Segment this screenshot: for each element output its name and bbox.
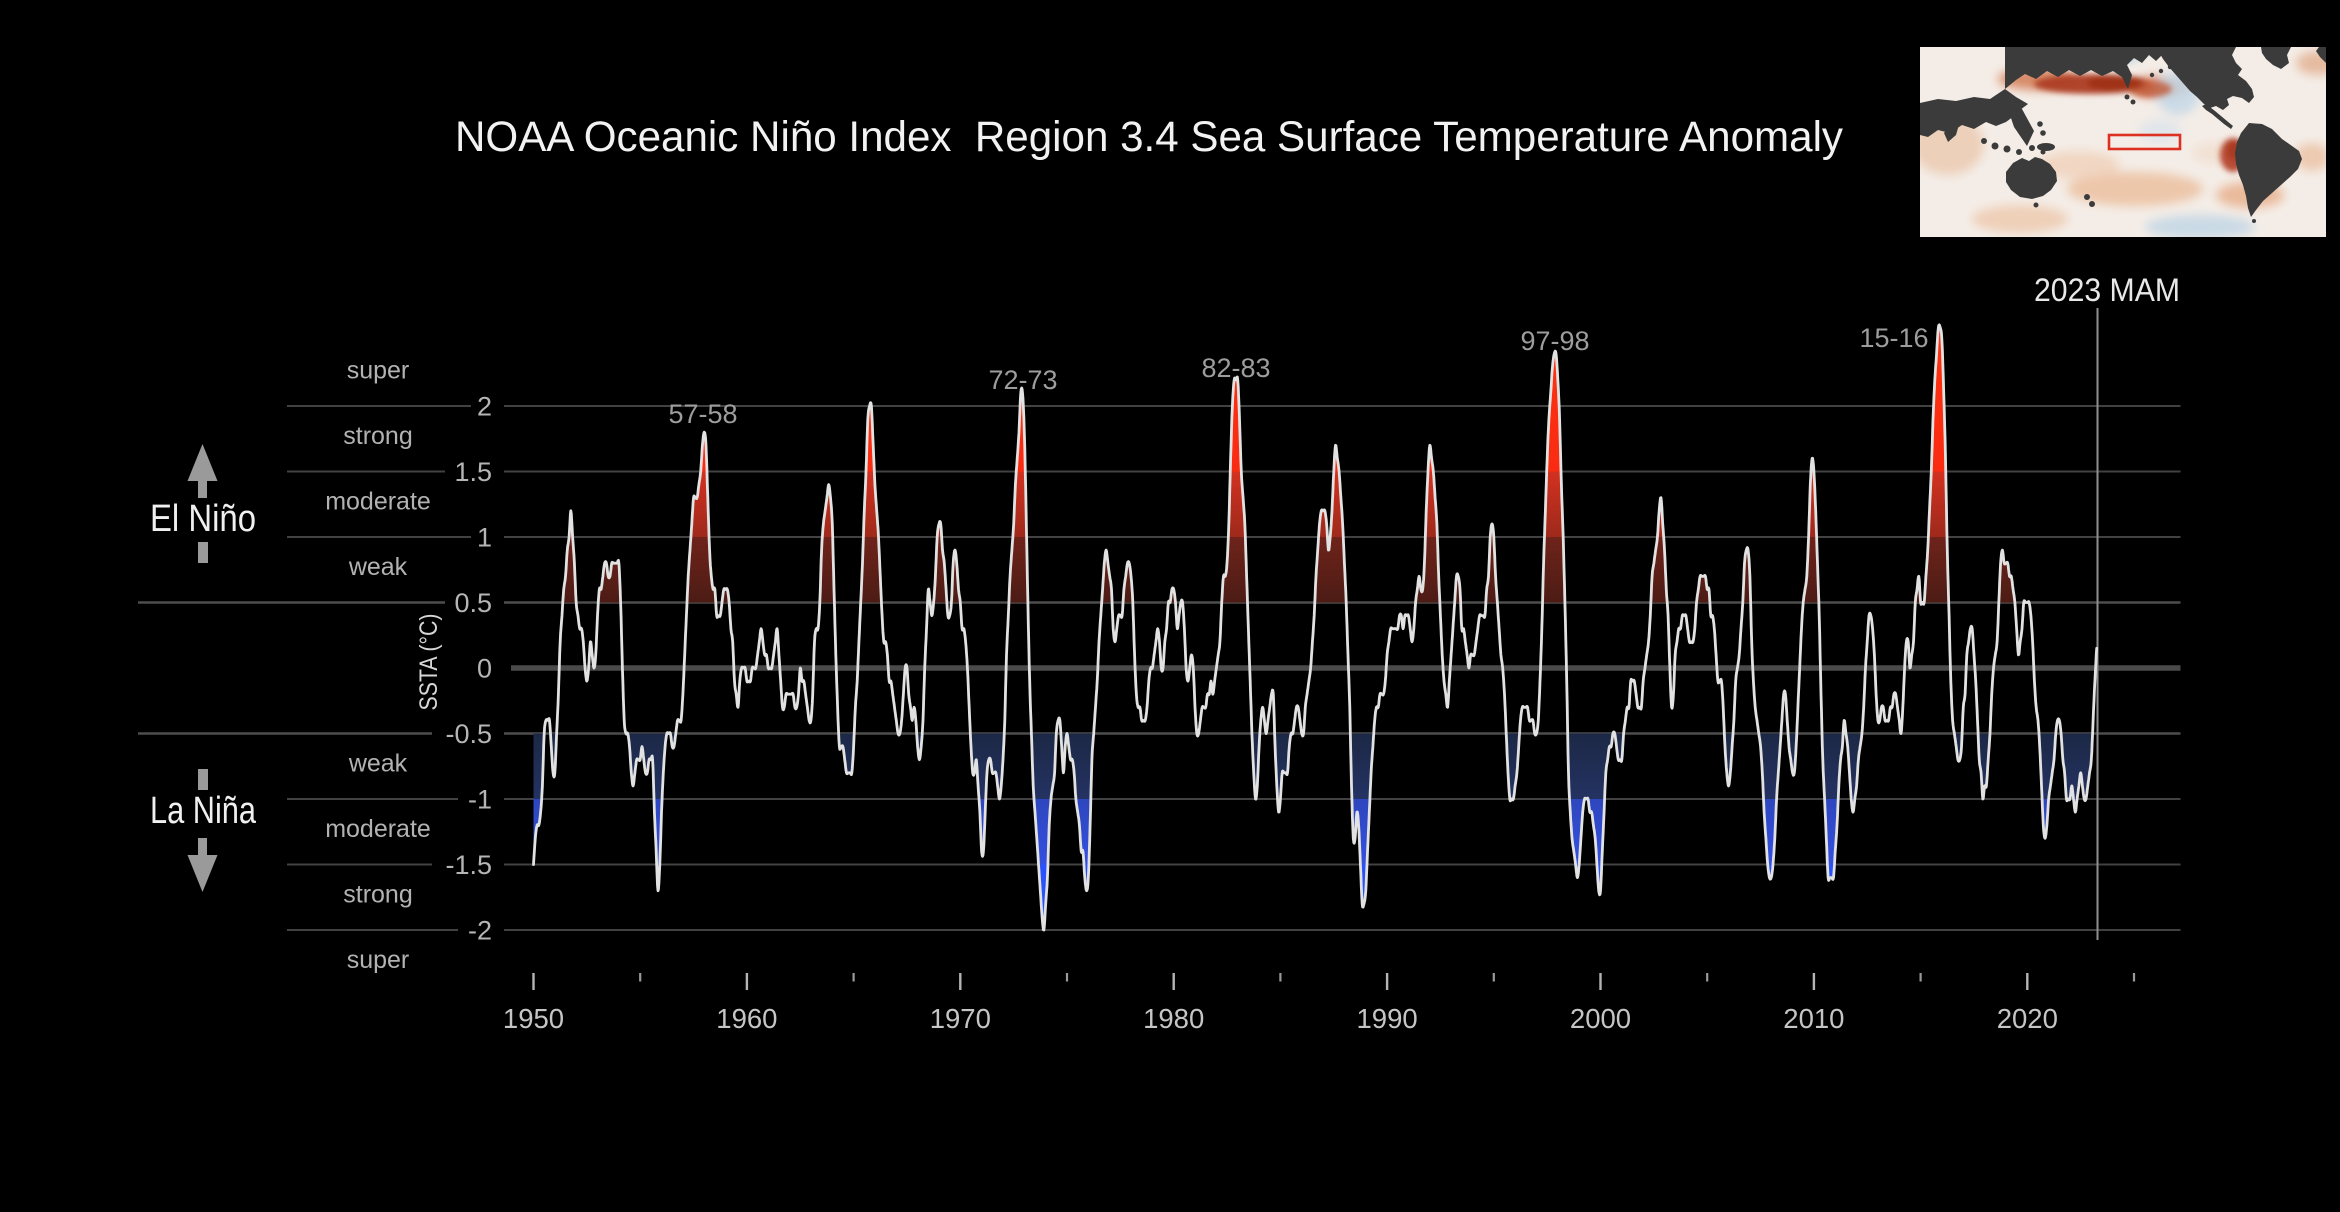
svg-text:82-83: 82-83 [1201, 353, 1270, 383]
svg-text:weak: weak [348, 553, 408, 581]
svg-text:2: 2 [477, 392, 492, 422]
svg-text:15-16: 15-16 [1859, 323, 1928, 353]
svg-text:1.5: 1.5 [454, 457, 492, 487]
svg-text:-2: -2 [468, 916, 492, 946]
svg-text:0.5: 0.5 [454, 588, 492, 618]
svg-text:strong: strong [343, 422, 412, 450]
svg-text:1970: 1970 [930, 1003, 991, 1034]
svg-text:super: super [347, 946, 410, 974]
svg-text:super: super [347, 357, 410, 385]
svg-text:1950: 1950 [503, 1003, 564, 1034]
svg-text:SSTA (°C): SSTA (°C) [415, 614, 443, 711]
svg-text:1980: 1980 [1143, 1003, 1204, 1034]
svg-text:-0.5: -0.5 [445, 719, 492, 749]
svg-text:moderate: moderate [325, 815, 431, 843]
svg-text:2020: 2020 [1997, 1003, 2058, 1034]
svg-text:weak: weak [348, 750, 408, 778]
svg-text:-1.5: -1.5 [445, 850, 492, 880]
svg-text:moderate: moderate [325, 488, 431, 516]
svg-text:-1: -1 [468, 785, 492, 815]
svg-text:1: 1 [477, 523, 492, 553]
svg-text:72-73: 72-73 [988, 365, 1057, 395]
svg-text:0: 0 [477, 654, 492, 684]
svg-text:strong: strong [343, 881, 412, 909]
svg-text:El Niño: El Niño [150, 498, 256, 540]
svg-text:NOAA Oceanic Niño Index Regio: NOAA Oceanic Niño Index Region 3.4 Sea S… [455, 113, 1843, 161]
svg-text:La Niña: La Niña [150, 790, 257, 832]
svg-text:2023 MAM: 2023 MAM [2034, 272, 2180, 308]
svg-text:57-58: 57-58 [668, 399, 737, 429]
svg-text:2000: 2000 [1570, 1003, 1631, 1034]
svg-text:1990: 1990 [1357, 1003, 1418, 1034]
svg-text:97-98: 97-98 [1520, 326, 1589, 356]
svg-text:2010: 2010 [1783, 1003, 1844, 1034]
svg-text:1960: 1960 [716, 1003, 777, 1034]
